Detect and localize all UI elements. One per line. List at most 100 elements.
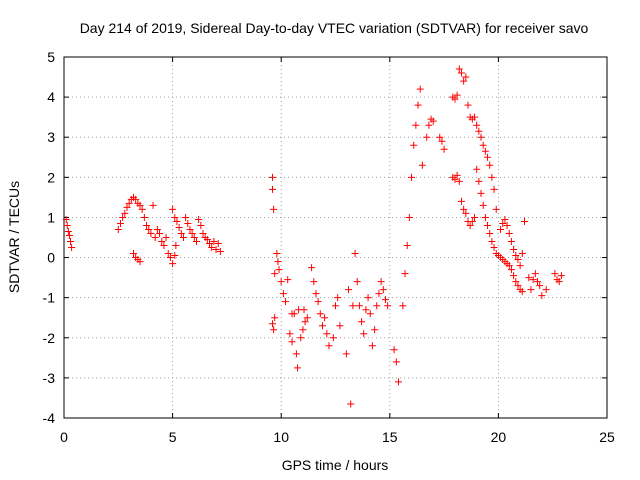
data-point-marker [286,330,294,338]
data-point-marker [169,260,177,268]
data-point-marker [68,244,76,252]
y-axis-label: SDTVAR / TECUs [6,181,22,293]
data-point-marker [114,225,122,233]
data-point-marker [490,244,498,252]
data-point-marker [481,213,489,221]
data-point-marker [300,306,308,314]
data-point-marker [475,177,483,185]
data-points [62,65,565,408]
data-point-marker [355,302,363,310]
data-point-marker [149,201,157,209]
x-tick-labels: 0 5 10 15 20 25 [60,429,615,445]
data-point-marker [171,213,179,221]
data-point-marker [464,101,472,109]
data-point-marker [418,161,426,169]
data-point-marker [377,278,385,286]
data-point-marker [471,213,479,221]
data-point-marker [497,225,505,233]
data-point-marker [179,234,187,241]
data-point-marker [65,231,73,239]
data-point-marker [190,234,198,241]
data-point-marker [145,225,153,233]
data-point-marker [166,254,174,262]
data-point-marker [408,173,416,181]
data-point-marker [334,294,342,302]
data-point-marker [301,318,309,326]
data-point-marker [484,153,492,161]
data-point-marker [310,278,318,286]
data-point-marker [455,177,463,185]
data-point-marker [184,219,192,227]
data-point-marker [308,264,316,272]
data-point-marker [299,326,307,334]
data-point-marker [329,334,337,342]
data-point-marker [125,199,133,207]
data-point-marker [440,145,448,153]
data-point-marker [323,330,331,338]
y-tick-label: 0 [47,250,55,266]
data-point-marker [136,201,144,209]
data-point-marker [403,242,411,250]
data-point-marker [505,262,513,270]
data-point-marker [453,171,461,179]
data-point-marker [429,117,437,125]
data-point-marker [416,85,424,93]
data-point-marker [132,195,140,203]
data-point-marker [156,229,164,237]
data-point-marker [293,364,301,372]
data-point-marker [557,272,565,280]
data-point-marker [512,278,520,286]
data-point-marker [332,302,339,310]
x-axis-label: GPS time / hours [282,457,389,473]
data-point-marker [336,322,344,330]
data-point-marker [373,302,381,310]
data-point-marker [486,161,494,169]
data-point-marker [303,314,311,322]
data-point-marker [116,219,124,227]
data-point-marker [527,286,535,294]
data-point-marker [423,133,431,141]
y-tick-label: 1 [47,209,55,225]
data-point-marker [186,225,194,233]
data-point-marker [164,250,172,258]
data-point-marker [457,69,465,77]
y-tick-label: 2 [47,169,55,185]
data-point-marker [501,215,509,223]
data-point-marker [466,221,474,229]
data-point-marker [274,258,282,266]
data-point-marker [325,342,333,350]
data-point-marker [555,278,563,286]
data-point-marker [279,290,287,298]
data-point-marker [119,213,127,221]
data-point-marker [479,201,487,209]
data-point-marker [394,378,402,386]
data-point-marker [536,282,544,290]
data-point-marker [486,229,494,237]
data-point-marker [197,221,205,229]
data-point-marker [192,238,200,246]
data-point-marker [529,276,537,284]
data-point-marker [169,205,177,213]
data-point-marker [436,133,444,141]
data-point-marker [271,270,279,278]
data-point-marker [462,73,470,81]
data-point-marker [507,266,515,274]
data-point-marker [62,215,70,223]
x-tick-label: 0 [60,429,68,445]
data-point-marker [479,141,487,149]
data-point-marker [345,286,353,294]
data-point-marker [143,221,151,229]
data-point-marker [297,334,305,342]
data-point-marker [499,219,507,227]
data-point-marker [451,175,459,183]
data-point-marker [366,310,374,318]
data-point-marker [312,290,320,298]
data-point-marker [477,189,485,197]
data-point-marker [518,250,526,258]
data-point-marker [505,229,513,237]
data-point-marker [516,262,524,270]
data-point-marker [384,302,392,310]
data-point-marker [212,246,220,254]
data-point-marker [151,234,159,241]
data-point-marker [414,101,422,109]
